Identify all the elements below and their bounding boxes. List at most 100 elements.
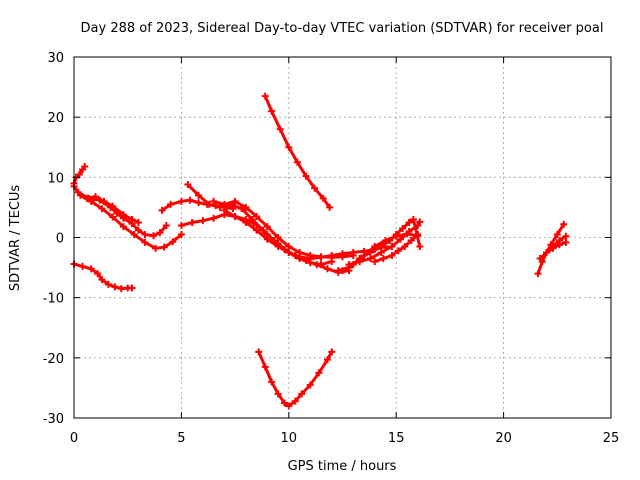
data-point — [231, 197, 239, 205]
data-point — [109, 213, 117, 221]
data-point — [263, 235, 271, 243]
data-point — [392, 230, 400, 238]
data-point — [399, 224, 407, 232]
data-point — [169, 238, 177, 246]
data-point — [261, 363, 269, 371]
data-point — [549, 243, 557, 251]
data-point — [386, 237, 394, 245]
y-tick-label: -20 — [43, 352, 64, 367]
data-point — [119, 223, 127, 231]
y-tick-label: -30 — [43, 412, 64, 427]
series-arc-14 — [334, 215, 424, 275]
data-point — [255, 348, 263, 356]
data-point — [195, 199, 203, 207]
data-point — [274, 243, 282, 251]
data-point — [394, 247, 402, 255]
data-point — [416, 218, 424, 226]
data-point — [253, 212, 261, 220]
data-point — [109, 202, 117, 210]
data-point — [285, 143, 293, 151]
data-point — [75, 170, 83, 178]
data-point — [177, 197, 185, 205]
series-arc-15 — [371, 230, 422, 266]
data-point — [231, 212, 239, 220]
data-point — [216, 203, 224, 211]
data-point — [366, 249, 374, 257]
data-point — [377, 249, 385, 257]
data-point — [74, 188, 82, 196]
data-point — [405, 227, 413, 235]
data-point — [371, 258, 379, 266]
data-point — [205, 200, 213, 208]
data-point — [323, 265, 331, 273]
data-point — [128, 215, 136, 223]
data-point — [326, 203, 334, 211]
series-arc-11 — [261, 92, 334, 211]
data-point — [98, 276, 106, 284]
data-point — [134, 218, 142, 226]
data-point — [242, 203, 250, 211]
series-arc-4 — [83, 193, 142, 226]
data-point — [414, 230, 422, 238]
series-arc-16 — [255, 348, 336, 410]
data-point — [186, 196, 194, 204]
data-point — [117, 285, 125, 293]
data-point — [396, 235, 404, 243]
data-point — [167, 200, 175, 208]
data-point — [253, 226, 261, 234]
plot-area — [70, 92, 570, 410]
data-point — [81, 163, 89, 171]
data-point — [349, 249, 357, 257]
data-point — [128, 284, 136, 292]
y-tick-label: -10 — [43, 292, 64, 307]
data-point — [91, 193, 99, 201]
data-point — [199, 217, 207, 225]
series-arc-5 — [70, 260, 136, 293]
x-tick-label: 25 — [603, 431, 620, 446]
y-tick-label: 0 — [56, 232, 64, 247]
y-tick-label: 30 — [47, 51, 64, 66]
series-arc-19 — [543, 232, 570, 257]
data-point — [259, 226, 267, 234]
series-arc-1 — [70, 163, 89, 187]
data-point — [366, 255, 374, 263]
data-point — [149, 232, 157, 240]
data-point — [407, 237, 415, 245]
x-axis-title: GPS time / hours — [288, 459, 397, 474]
data-point — [311, 184, 319, 192]
data-point — [141, 238, 149, 246]
data-point — [261, 92, 269, 100]
data-point — [315, 369, 323, 377]
data-point — [306, 381, 314, 389]
data-point — [317, 253, 325, 261]
data-point — [130, 230, 138, 238]
data-point — [134, 226, 142, 234]
series-line — [263, 94, 332, 209]
data-point — [345, 264, 353, 272]
data-point — [562, 238, 570, 246]
data-point — [220, 200, 228, 208]
data-point — [306, 255, 314, 263]
x-tick-label: 10 — [281, 431, 298, 446]
grid-lines — [74, 57, 611, 418]
data-point — [323, 356, 331, 364]
data-point — [377, 243, 385, 251]
data-point — [268, 378, 276, 386]
data-point — [98, 205, 106, 213]
data-point — [87, 265, 95, 273]
axis-ticks: 0 5 10 15 20 25 -30 -20 -10 0 10 20 30 — [43, 51, 620, 446]
data-point — [285, 402, 293, 410]
y-axis-title: SDTVAR / TECUs — [8, 185, 23, 292]
data-point — [220, 206, 228, 214]
data-point — [104, 280, 112, 288]
data-point — [160, 243, 168, 251]
data-point — [274, 390, 282, 398]
data-point — [356, 255, 364, 263]
data-point — [184, 181, 192, 189]
data-point — [162, 221, 170, 229]
data-point — [296, 253, 304, 261]
data-point — [298, 390, 306, 398]
x-tick-label: 0 — [70, 431, 78, 446]
data-point — [248, 215, 256, 223]
